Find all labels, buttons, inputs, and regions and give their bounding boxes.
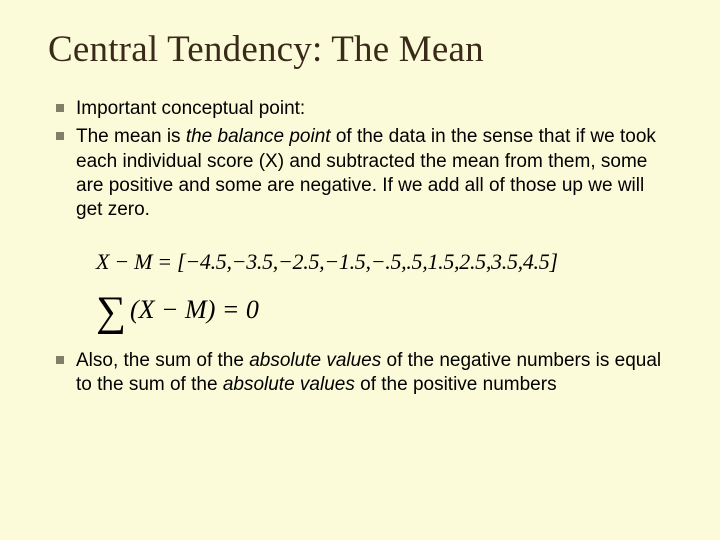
formula-deviations: X − M = [−4.5,−3.5,−2.5,−1.5,−.5,.5,1.5,… xyxy=(96,249,672,275)
list-item: The mean is the balance point of the dat… xyxy=(48,125,672,222)
bullet-text-em2: absolute values xyxy=(223,374,355,395)
bullet-list-2: Also, the sum of the absolute values of … xyxy=(48,349,672,398)
slide-title: Central Tendency: The Mean xyxy=(48,28,672,71)
bullet-text: Important conceptual point: xyxy=(76,98,305,119)
bullet-text-post: of the positive numbers xyxy=(355,374,557,395)
slide: Central Tendency: The Mean Important con… xyxy=(0,0,720,540)
bullet-list: Important conceptual point: The mean is … xyxy=(48,97,672,223)
formula-body: (X − M) = 0 xyxy=(130,295,259,325)
list-item: Important conceptual point: xyxy=(48,97,672,121)
sigma-symbol: ∑ xyxy=(96,291,126,333)
list-item: Also, the sum of the absolute values of … xyxy=(48,349,672,398)
bullet-text-em: absolute values xyxy=(249,350,381,371)
bullet-text-pre: The mean is xyxy=(76,126,186,147)
formula-block: X − M = [−4.5,−3.5,−2.5,−1.5,−.5,.5,1.5,… xyxy=(48,249,672,331)
bullet-text-em: the balance point xyxy=(186,126,331,147)
formula-sum-zero: ∑ (X − M) = 0 xyxy=(96,289,672,331)
bullet-text-pre: Also, the sum of the xyxy=(76,350,249,371)
